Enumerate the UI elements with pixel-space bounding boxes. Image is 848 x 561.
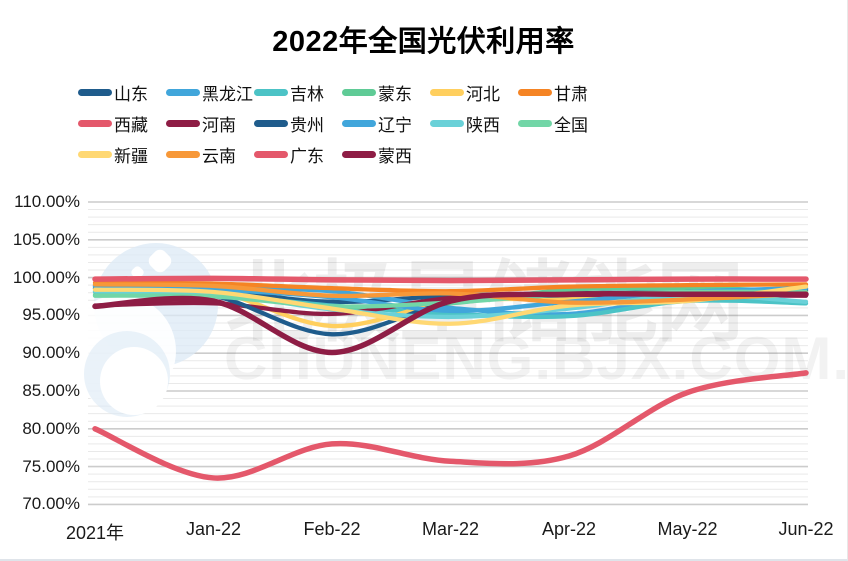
x-tick-label: Apr-22 — [541, 519, 597, 539]
legend-label: 西藏 — [114, 116, 148, 135]
legend-item-云南: 云南 — [166, 145, 254, 166]
legend-swatch-icon — [78, 89, 112, 96]
legend-label: 山东 — [114, 85, 148, 104]
legend-swatch-icon — [430, 120, 464, 127]
legend-swatch-icon — [518, 120, 552, 127]
legend-label: 新疆 — [114, 147, 148, 166]
legend-item-河南: 河南 — [166, 114, 254, 135]
legend-label: 黑龙江 — [202, 85, 253, 104]
legend-swatch-icon — [166, 120, 200, 127]
legend-label: 辽宁 — [378, 116, 412, 135]
legend-item-黑龙江: 黑龙江 — [166, 83, 254, 104]
legend-swatch-icon — [254, 120, 288, 127]
legend-item-辽宁: 辽宁 — [342, 114, 430, 135]
legend-label: 贵州 — [290, 116, 324, 135]
x-tick-label: Mar-22 — [421, 519, 479, 539]
legend-item-甘肃: 甘肃 — [518, 83, 606, 104]
legend-item-蒙东: 蒙东 — [342, 83, 430, 104]
legend-item-全国: 全国 — [518, 114, 606, 135]
legend-label: 云南 — [202, 147, 236, 166]
x-tick-label: Jan-22 — [185, 519, 242, 539]
legend-swatch-icon — [254, 89, 288, 96]
chart-title: 2022年全国光伏利用率 — [272, 26, 575, 58]
legend-swatch-icon — [430, 89, 464, 96]
legend-swatch-icon — [166, 151, 200, 158]
legend-label: 河北 — [466, 85, 500, 104]
legend-swatch-icon — [342, 151, 376, 158]
legend-swatch-icon — [254, 151, 288, 158]
legend-item-西藏: 西藏 — [78, 114, 166, 135]
x-tick-label: May-22 — [657, 519, 718, 539]
chart-legend: 山东 黑龙江 吉林 蒙东 河北 甘肃西藏 河南 贵州 辽宁 陕西 全国新疆 云南 广东 蒙西 — [78, 83, 606, 166]
legend-label: 吉林 — [290, 85, 324, 104]
y-tick-label: 85.00% — [22, 381, 80, 400]
y-tick-label: 70.00% — [22, 494, 80, 514]
legend-swatch-icon — [78, 151, 112, 158]
legend-item-吉林: 吉林 — [254, 83, 342, 104]
y-tick-label: 95.00% — [22, 305, 80, 325]
series-line-广东 — [92, 370, 809, 481]
legend-label: 蒙西 — [378, 147, 412, 166]
legend-item-山东: 山东 — [78, 83, 166, 104]
y-tick-label: 105.00% — [12, 229, 80, 249]
legend-label: 蒙东 — [378, 85, 412, 104]
x-tick-label: Jun-22 — [778, 519, 834, 539]
legend-swatch-icon — [518, 89, 552, 96]
legend-label: 河南 — [202, 116, 236, 135]
legend-item-新疆: 新疆 — [78, 145, 166, 166]
legend-item-蒙西: 蒙西 — [342, 145, 430, 166]
legend-swatch-icon — [342, 120, 376, 127]
legend-label: 陕西 — [466, 116, 500, 135]
legend-item-河北: 河北 — [430, 83, 518, 104]
x-tick-label: Feb-22 — [303, 519, 361, 539]
legend-swatch-icon — [78, 120, 112, 127]
legend-item-贵州: 贵州 — [254, 114, 342, 135]
x-tick-label: 2021年 — [65, 523, 125, 543]
legend-label: 甘肃 — [554, 85, 588, 104]
legend-item-广东: 广东 — [254, 145, 342, 166]
y-tick-label: 75.00% — [22, 456, 80, 476]
y-tick-label: 110.00% — [14, 192, 80, 211]
legend-label: 广东 — [290, 147, 324, 166]
legend-swatch-icon — [166, 89, 200, 96]
series-line-西藏 — [92, 275, 809, 284]
y-tick-label: 100.00% — [12, 267, 80, 287]
legend-label: 全国 — [554, 116, 588, 135]
legend-item-陕西: 陕西 — [430, 114, 518, 135]
y-tick-label: 90.00% — [22, 343, 80, 363]
y-tick-label: 80.00% — [22, 418, 80, 438]
legend-swatch-icon — [342, 89, 376, 96]
